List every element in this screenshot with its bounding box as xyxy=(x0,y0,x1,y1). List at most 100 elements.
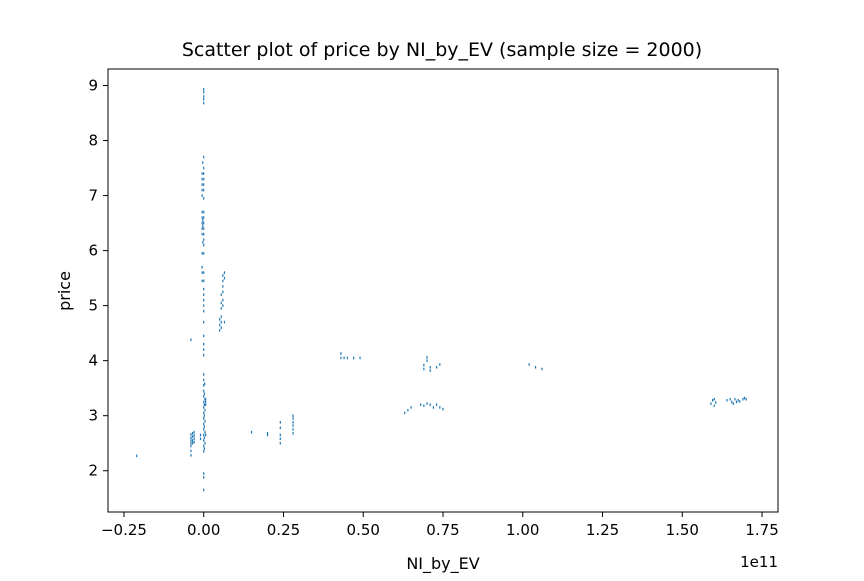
data-point xyxy=(713,404,715,408)
data-point xyxy=(201,177,203,181)
data-point xyxy=(220,307,222,310)
y-tick-label: 7 xyxy=(88,187,98,205)
data-point xyxy=(292,428,294,431)
data-point xyxy=(190,449,192,453)
data-point xyxy=(201,216,203,219)
data-point xyxy=(266,433,269,437)
data-point xyxy=(204,408,206,412)
data-point xyxy=(426,356,428,359)
data-point xyxy=(223,276,226,280)
data-point xyxy=(201,188,203,192)
data-point xyxy=(191,435,194,438)
data-point xyxy=(203,309,205,313)
data-point xyxy=(203,436,205,440)
data-point xyxy=(423,363,425,367)
data-point xyxy=(407,408,409,412)
data-point xyxy=(203,395,205,398)
data-point xyxy=(203,101,205,105)
data-point xyxy=(203,287,205,291)
data-point xyxy=(203,197,205,200)
y-axis-label: price xyxy=(55,271,74,311)
y-tick-label: 4 xyxy=(88,352,98,370)
data-point xyxy=(203,433,205,437)
x-tick-label: 1.75 xyxy=(745,521,778,539)
data-point xyxy=(220,315,222,318)
plot-frame xyxy=(107,68,779,513)
data-point xyxy=(279,421,281,424)
data-point xyxy=(353,356,355,360)
data-point xyxy=(203,444,205,448)
data-point xyxy=(343,356,345,360)
data-point xyxy=(203,411,205,415)
x-tick-label: −0.25 xyxy=(101,521,147,539)
data-point xyxy=(203,293,205,296)
data-point xyxy=(436,365,438,369)
data-point xyxy=(203,400,205,404)
data-point xyxy=(423,367,425,371)
data-point xyxy=(203,243,205,247)
data-point xyxy=(726,398,728,402)
data-point xyxy=(203,238,205,241)
data-point xyxy=(203,172,205,175)
data-point xyxy=(203,279,205,283)
y-axis-ticks: 2 3 4 5 6 7 8 9 xyxy=(88,77,108,480)
data-point xyxy=(203,221,205,225)
data-point xyxy=(201,279,203,283)
data-point xyxy=(292,421,294,424)
data-point xyxy=(202,219,204,222)
data-point xyxy=(279,437,281,441)
data-point xyxy=(203,476,205,479)
data-point xyxy=(203,384,205,387)
data-point xyxy=(190,441,192,445)
data-point xyxy=(201,265,203,269)
data-point xyxy=(201,271,203,274)
data-point xyxy=(203,155,205,159)
data-point xyxy=(439,363,441,366)
data-point xyxy=(222,279,224,283)
data-point xyxy=(734,397,736,401)
data-point xyxy=(439,406,441,409)
y-tick-label: 9 xyxy=(88,77,98,95)
data-point xyxy=(742,397,744,401)
y-tick-label: 6 xyxy=(88,242,98,260)
data-point xyxy=(201,210,203,214)
data-point xyxy=(190,454,192,457)
data-point xyxy=(203,378,205,382)
data-point xyxy=(201,252,203,255)
data-point xyxy=(712,398,714,402)
data-point xyxy=(731,400,733,404)
data-point xyxy=(205,433,207,437)
y-tick-label: 5 xyxy=(88,297,98,315)
data-point xyxy=(203,428,205,431)
data-point xyxy=(292,414,294,417)
data-point xyxy=(423,404,425,408)
data-point xyxy=(203,472,205,475)
data-point xyxy=(432,406,435,409)
data-point xyxy=(203,353,205,357)
data-point xyxy=(743,396,746,400)
x-axis-offset-label: 1e11 xyxy=(740,553,778,571)
data-point xyxy=(737,398,739,402)
x-axis-ticks: −0.25 0.00 0.25 0.50 0.75 1.00 1.25 1.50 1.75 xyxy=(101,512,779,539)
x-tick-label: 0.25 xyxy=(267,521,300,539)
data-point xyxy=(729,397,731,401)
data-point xyxy=(203,320,205,324)
data-point xyxy=(201,227,203,230)
data-point xyxy=(222,285,224,288)
data-point xyxy=(191,439,194,442)
data-point xyxy=(193,440,195,444)
data-point xyxy=(203,252,205,255)
data-point xyxy=(203,188,205,192)
data-point xyxy=(204,419,206,423)
data-point xyxy=(203,271,205,274)
data-point xyxy=(203,232,205,236)
data-point xyxy=(745,397,747,401)
x-tick-label: 1.00 xyxy=(506,521,539,539)
data-point xyxy=(203,450,205,453)
data-point xyxy=(279,441,281,445)
data-point xyxy=(202,241,204,244)
data-point xyxy=(203,342,205,346)
data-point xyxy=(442,407,444,411)
data-point xyxy=(199,437,202,441)
